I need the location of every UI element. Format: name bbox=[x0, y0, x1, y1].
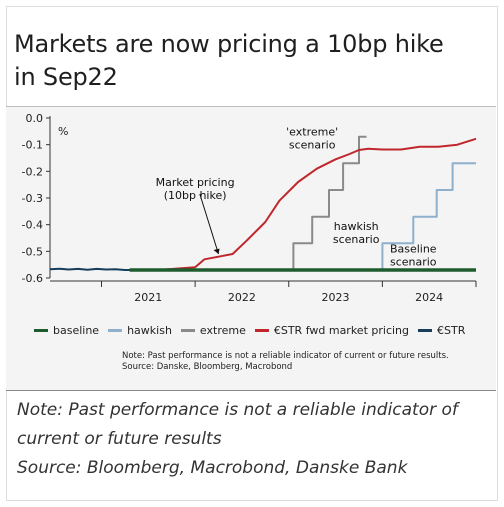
x-tick-label: 2021 bbox=[134, 291, 162, 304]
x-tick-label: 2023 bbox=[322, 291, 350, 304]
legend-label: extreme bbox=[199, 323, 246, 337]
legend-item: extreme bbox=[180, 323, 246, 337]
y-tick-label: -0.1 bbox=[22, 139, 43, 152]
annotation-label: 'extreme' bbox=[286, 125, 338, 138]
annotation-arrow bbox=[199, 193, 220, 255]
line-chart: 0.0 -0.1 -0.2 -0.3 -0.4 -0.5 -0.6% 2021 2022 2023… bbox=[22, 112, 477, 304]
chart-note-line-2: Source: Danske, Bloomberg, Macrobond bbox=[122, 362, 293, 372]
x-tick-label: 2024 bbox=[415, 291, 443, 304]
legend-item: baseline bbox=[34, 324, 99, 337]
series-line-str bbox=[49, 267, 130, 271]
y-axis-label: % bbox=[58, 125, 68, 138]
footer: Note: Past performance is not a reliable… bbox=[17, 396, 487, 483]
annotation-label: scenario bbox=[333, 233, 380, 246]
legend-label: baseline bbox=[53, 323, 100, 337]
y-tick-label: -0.6 bbox=[22, 272, 43, 285]
annotation-label: (10bp hike) bbox=[164, 189, 227, 202]
footer-divider bbox=[6, 390, 496, 391]
legend-swatch bbox=[180, 328, 195, 332]
legend-item: hawkish bbox=[108, 324, 172, 337]
annotation-arrowhead bbox=[213, 248, 220, 254]
annotation-label: hawkish bbox=[334, 220, 379, 233]
y-tick-label: -0.4 bbox=[22, 219, 43, 232]
legend-swatch bbox=[254, 328, 269, 332]
legend-label: €STR bbox=[437, 323, 466, 337]
chart-note: Note: Past performance is not a reliable… bbox=[122, 351, 449, 373]
annotation-label: Baseline bbox=[390, 243, 437, 256]
legend-swatch bbox=[108, 328, 123, 332]
footer-note: Note: Past performance is not a reliable… bbox=[17, 400, 458, 449]
legend-item: €STR fwd market pricing bbox=[254, 323, 410, 337]
series-line-str-fwd-market-pricing bbox=[129, 137, 477, 271]
chart-title: Markets are now pricing a 10bp hike in S… bbox=[14, 28, 484, 94]
chart-note-line-1: Note: Past performance is not a reliable… bbox=[122, 351, 449, 361]
y-tick-label: -0.5 bbox=[22, 245, 43, 258]
annotation-label: scenario bbox=[390, 256, 437, 269]
footer-source: Source: Bloomberg, Macrobond, Danske Ban… bbox=[17, 458, 408, 478]
legend-swatch bbox=[34, 328, 48, 332]
y-tick-label: -0.2 bbox=[22, 165, 43, 178]
legend-label: hawkish bbox=[127, 323, 172, 337]
legend-label: €STR fwd market pricing bbox=[273, 323, 410, 337]
chart-legend: baseline hawkish extreme €STR fwd market pr… bbox=[34, 322, 474, 338]
y-tick-label: -0.3 bbox=[22, 192, 43, 205]
x-tick-label: 2022 bbox=[228, 291, 256, 304]
annotation-label: Market pricing bbox=[156, 176, 235, 189]
series-line-extreme bbox=[277, 135, 367, 271]
series-line-hawkish bbox=[366, 162, 476, 271]
title-divider bbox=[6, 106, 496, 107]
annotation-label: scenario bbox=[289, 138, 336, 151]
legend-swatch bbox=[418, 328, 433, 332]
title-line-1: Markets are now pricing a 10bp hike bbox=[14, 30, 444, 58]
legend-item: €STR bbox=[418, 324, 465, 337]
chart-area: 0.0 -0.1 -0.2 -0.3 -0.4 -0.5 -0.6% 2021 2022 2023… bbox=[6, 107, 496, 390]
title-line-2: in Sep22 bbox=[14, 63, 118, 91]
y-tick-label: 0.0 bbox=[26, 112, 44, 125]
